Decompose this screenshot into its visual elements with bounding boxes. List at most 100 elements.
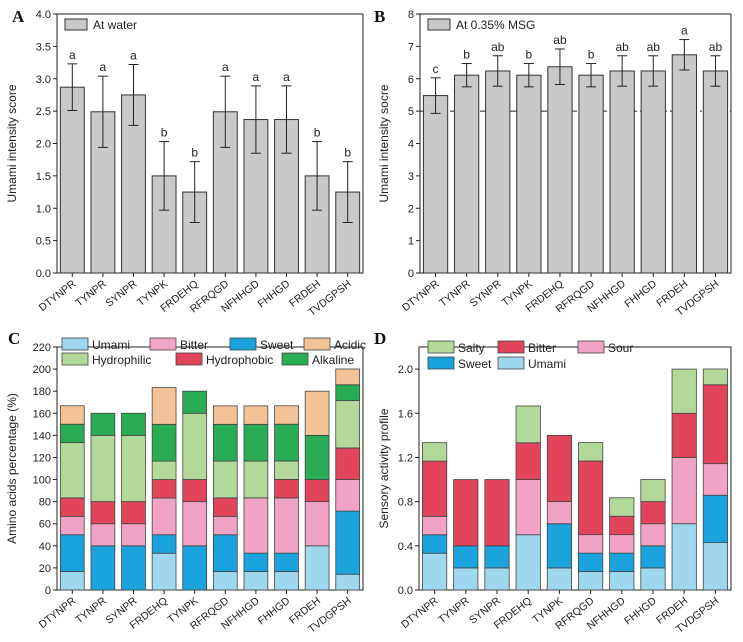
legend-swatch <box>303 337 331 351</box>
bar-segment-umami <box>578 571 604 591</box>
bar-segment-umami <box>515 534 541 591</box>
y-tick-label: 0.8 <box>398 497 413 509</box>
bar-segment-umami <box>212 571 238 591</box>
significance-letter: a <box>222 60 229 74</box>
legend-label: Umami <box>528 357 566 371</box>
x-tick-label: DTYNPR <box>37 595 79 631</box>
bar-segment-salty <box>515 405 541 444</box>
legend-label: Sweet <box>260 338 294 352</box>
y-tick-label: 4.0 <box>36 9 51 21</box>
significance-letter: ab <box>709 40 723 54</box>
legend-swatch <box>281 352 309 366</box>
significance-letter: b <box>344 146 351 160</box>
bar-segment-acidic <box>304 390 330 436</box>
legend: At 0.35% MSG <box>427 18 535 32</box>
y-tick-label: 1.6 <box>398 408 413 420</box>
y-tick-label: 2.5 <box>36 106 51 118</box>
bar-segment-acidic <box>274 405 299 425</box>
legend-swatch <box>427 340 455 354</box>
bar-segment-umami <box>151 552 177 591</box>
bar-segment-sweet <box>274 552 299 572</box>
bar-segment-bitter <box>274 497 299 554</box>
bar-segment-umami <box>609 571 635 591</box>
bar-segment-sour <box>609 534 635 554</box>
bar-segment-umami <box>243 571 269 591</box>
panel-letter: D <box>374 329 386 348</box>
bar-segment-hydrophilic <box>90 434 116 503</box>
legend-swatch <box>577 340 605 354</box>
bar-segment-alkaline <box>304 434 330 480</box>
legend-label: Umami <box>92 338 130 352</box>
bar-segment-sour <box>640 523 666 547</box>
y-axis-label: Umami intensity score <box>5 84 19 202</box>
significance-letter: ab <box>553 33 567 47</box>
significance-letter: a <box>69 48 76 62</box>
bar-segment-salty <box>640 479 666 503</box>
bar-segment-sweet <box>335 510 361 575</box>
bar-segment-bitter <box>59 515 85 536</box>
y-tick-label: 0.5 <box>36 236 51 248</box>
panel-d: 0.0 0.4 0.8 1.2 1.6 2.0 Sensory activity profi… <box>374 329 732 636</box>
bar-segment-sweet <box>243 552 269 572</box>
bar-segment-umami <box>335 573 361 591</box>
bar-segment-alkaline <box>243 423 269 462</box>
y-tick-label: 5 <box>408 106 414 118</box>
bar-segment-hydrophilic <box>274 460 299 480</box>
y-tick-label: 2.0 <box>36 139 51 151</box>
x-tick-label: SYNPR <box>103 278 139 310</box>
bar-segment-bitter <box>212 515 238 536</box>
y-tick-label: 20 <box>39 563 51 575</box>
bar-segment-acidic <box>212 405 238 425</box>
legend-swatch <box>229 337 257 351</box>
panel-letter: C <box>8 329 20 348</box>
bar-segment-umami <box>702 542 728 591</box>
bar-segment-salty <box>609 497 635 517</box>
y-tick-label: 180 <box>33 386 51 398</box>
significance-letter: b <box>161 126 168 140</box>
x-tick-label: FHHGD <box>622 595 659 628</box>
bar-segment-hydrophobic <box>151 479 177 499</box>
bar <box>702 70 729 274</box>
bar-segment-bitter <box>546 434 572 503</box>
bar-segment-bitter <box>640 501 666 525</box>
bar-segment-umami <box>59 571 85 591</box>
bar-segment-sweet <box>453 545 479 569</box>
legend-swatch <box>427 18 451 31</box>
legend-swatch <box>427 356 455 370</box>
bar-segment-bitter <box>90 523 116 547</box>
bar-segment-umami <box>546 567 572 591</box>
bar-segment-acidic <box>59 405 85 425</box>
significance-letter: b <box>463 48 470 62</box>
bar-segment-hydrophobic <box>121 501 146 525</box>
legend-label: Hydrophobic <box>206 353 273 367</box>
bar-segment-salty <box>578 442 604 462</box>
bar-segment-hydrophobic <box>212 497 238 517</box>
bar-segment-sweet <box>182 545 208 591</box>
y-tick-label: 40 <box>39 541 51 553</box>
legend-label: Bitter <box>528 341 556 355</box>
y-tick-label: 100 <box>33 475 51 487</box>
bar <box>454 74 480 274</box>
significance-letter: a <box>283 70 290 84</box>
bar-segment-bitter <box>702 384 728 465</box>
bar-segment-umami <box>304 545 330 591</box>
bar-segment-sour <box>702 463 728 496</box>
bar-segment-bitter <box>151 497 177 536</box>
bar-segment-alkaline <box>335 384 361 401</box>
y-tick-label: 200 <box>33 364 51 376</box>
bar <box>516 74 542 274</box>
bar <box>59 86 85 274</box>
bar-segment-alkaline <box>212 423 238 462</box>
bar-segment-alkaline <box>59 423 85 444</box>
bar-segment-sour <box>546 501 572 525</box>
bar-segment-bitter <box>422 460 448 517</box>
bar-segment-salty <box>422 442 448 462</box>
bar <box>609 70 635 274</box>
bar-segment-hydrophilic <box>335 400 361 449</box>
legend: At water <box>64 18 137 32</box>
legend-swatch <box>61 352 89 366</box>
bar-segment-bitter <box>243 497 269 554</box>
panel-a: 0.0 0.5 1.0 1.5 2.0 2.5 3.0 3.5 4.0 Umami intensi… <box>5 7 364 319</box>
legend-label: Hydrophilic <box>92 353 151 367</box>
